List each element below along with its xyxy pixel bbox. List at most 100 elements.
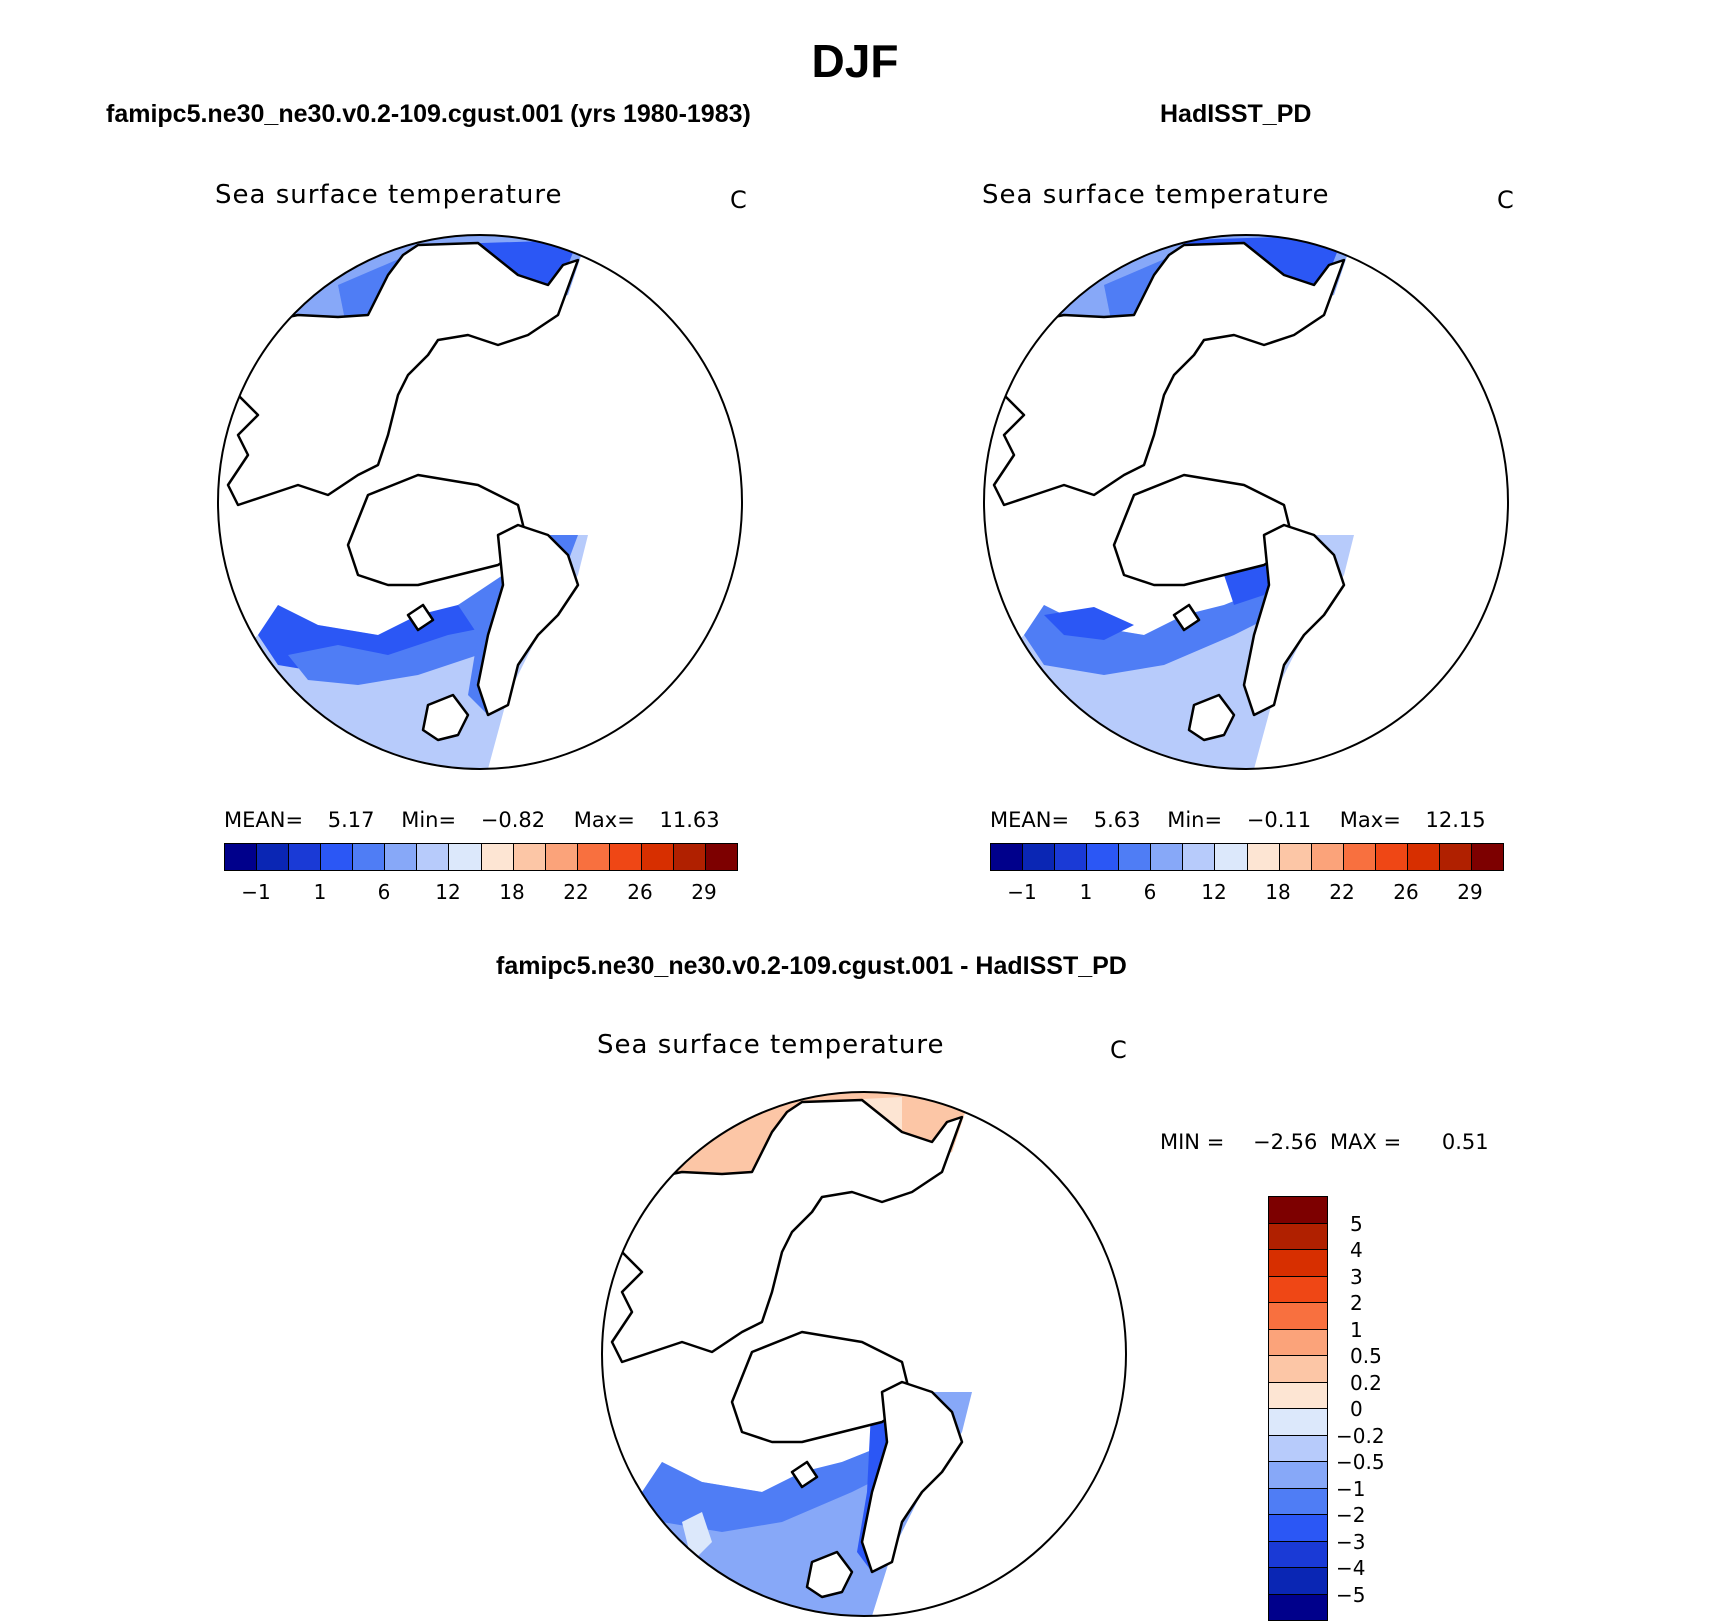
colorbar-swatch bbox=[1269, 1356, 1327, 1383]
panel2-max-label: Max= bbox=[1339, 808, 1401, 832]
colorbar-swatch bbox=[1269, 1303, 1327, 1330]
colorbar-tick-label: −0.2 bbox=[1336, 1423, 1385, 1448]
panel2-var-title: Sea surface temperature bbox=[982, 180, 1330, 210]
panel1-max-label: Max= bbox=[573, 808, 635, 832]
colorbar-swatch bbox=[1269, 1541, 1327, 1568]
colorbar-swatch bbox=[353, 844, 386, 870]
panel2-min-value: −0.11 bbox=[1246, 808, 1312, 832]
colorbar-swatch bbox=[385, 844, 418, 870]
colorbar-swatch bbox=[1279, 844, 1312, 870]
colorbar-tick-label: −1 bbox=[241, 880, 271, 904]
colorbar-tick-label: 29 bbox=[691, 880, 717, 904]
colorbar-swatch bbox=[1311, 844, 1344, 870]
panel1-mean-value: 5.17 bbox=[327, 808, 375, 832]
panel1-stats: MEAN= 5.17 Min= −0.82 Max= 11.63 bbox=[224, 808, 720, 832]
colorbar-swatch bbox=[1269, 1488, 1327, 1515]
panel1-unit: C bbox=[730, 186, 747, 214]
colorbar-tick-label: 2 bbox=[1350, 1291, 1363, 1315]
colorbar-swatch bbox=[609, 844, 642, 870]
colorbar-swatch bbox=[1269, 1197, 1327, 1224]
panel1-colorbar-ticks: −1 1 6 12 18 22 26 29 bbox=[224, 880, 736, 906]
colorbar-tick-label: −0.5 bbox=[1336, 1450, 1385, 1474]
colorbar-swatch bbox=[1269, 1223, 1327, 1250]
colorbar-swatch bbox=[513, 844, 546, 870]
panel1-min-label: Min= bbox=[401, 808, 457, 832]
colorbar-tick-label: 26 bbox=[627, 880, 653, 904]
colorbar-swatch bbox=[1343, 844, 1376, 870]
panel2-min-label: Min= bbox=[1167, 808, 1223, 832]
colorbar-tick-label: −4 bbox=[1336, 1556, 1366, 1580]
diff-polar-map bbox=[601, 1091, 1127, 1617]
colorbar-tick-label: 0.5 bbox=[1350, 1344, 1382, 1368]
colorbar-swatch bbox=[1151, 844, 1184, 870]
panel2-mean-label: MEAN= bbox=[990, 808, 1070, 832]
diff-var-title: Sea surface temperature bbox=[597, 1030, 945, 1060]
colorbar-tick-label: 18 bbox=[1265, 880, 1291, 904]
colorbar-tick-label: 22 bbox=[563, 880, 589, 904]
colorbar-swatch bbox=[1439, 844, 1472, 870]
colorbar-tick-label: 12 bbox=[435, 880, 461, 904]
colorbar-swatch bbox=[1269, 1382, 1327, 1409]
colorbar-swatch bbox=[1215, 844, 1248, 870]
colorbar-swatch bbox=[321, 844, 354, 870]
colorbar-swatch bbox=[991, 844, 1024, 870]
diff-min-value: −2.56 bbox=[1252, 1130, 1318, 1154]
colorbar-swatch bbox=[257, 844, 290, 870]
colorbar-swatch bbox=[1247, 844, 1280, 870]
colorbar-swatch bbox=[1269, 1435, 1327, 1462]
diff-unit: C bbox=[1110, 1036, 1127, 1064]
diff-stats: MIN = −2.56 MAX = 0.51 bbox=[1160, 1130, 1489, 1154]
colorbar-swatch bbox=[545, 844, 578, 870]
colorbar-tick-label: 22 bbox=[1329, 880, 1355, 904]
colorbar-tick-label: −2 bbox=[1336, 1503, 1366, 1527]
colorbar-tick-label: −1 bbox=[1336, 1476, 1366, 1501]
colorbar-swatch bbox=[417, 844, 450, 870]
colorbar-swatch bbox=[577, 844, 610, 870]
colorbar-swatch bbox=[1269, 1462, 1327, 1489]
panel1-case-title: famipc5.ne30_ne30.v0.2-109.cgust.001 (yr… bbox=[106, 100, 751, 128]
page-title: DJF bbox=[811, 35, 899, 87]
panel2-colorbar-ticks: −1 1 6 12 18 22 26 29 bbox=[990, 880, 1502, 906]
diff-max-value: 0.51 bbox=[1441, 1130, 1489, 1154]
diff-colorbar-ticks: 5 4 3 2 1 0.5 0.2 0 −0.2 −0.5 −1 −2 −3 −4 −5 bbox=[1336, 1196, 1426, 1607]
colorbar-tick-label: −3 bbox=[1336, 1529, 1366, 1554]
colorbar-swatch bbox=[1269, 1276, 1327, 1303]
colorbar-swatch bbox=[225, 844, 258, 870]
colorbar-tick-label: 12 bbox=[1201, 880, 1227, 904]
colorbar-swatch bbox=[1269, 1594, 1327, 1620]
diff-min-label: MIN = bbox=[1160, 1130, 1225, 1154]
panel1-max-value: 11.63 bbox=[659, 808, 720, 832]
colorbar-tick-label: 6 bbox=[1143, 880, 1157, 904]
colorbar-swatch bbox=[1087, 844, 1120, 870]
panel2-polar-map bbox=[983, 234, 1509, 770]
colorbar-tick-label: 29 bbox=[1457, 880, 1483, 904]
panel2-max-value: 12.15 bbox=[1425, 808, 1486, 832]
colorbar-tick-label: 1 bbox=[1350, 1317, 1363, 1342]
colorbar-tick-label: 18 bbox=[499, 880, 525, 904]
panel2-mean-value: 5.63 bbox=[1093, 808, 1141, 832]
colorbar-tick-label: 1 bbox=[1079, 880, 1093, 904]
colorbar-swatch bbox=[1375, 844, 1408, 870]
colorbar-swatch bbox=[641, 844, 674, 870]
colorbar-tick-label: 3 bbox=[1350, 1264, 1363, 1289]
panel2-case-title: HadISST_PD bbox=[1160, 100, 1312, 128]
diff-max-label: MAX = bbox=[1330, 1130, 1402, 1154]
colorbar-swatch bbox=[1055, 844, 1088, 870]
colorbar-tick-label: 4 bbox=[1350, 1238, 1363, 1262]
colorbar-swatch bbox=[1471, 844, 1503, 870]
colorbar-tick-label: 6 bbox=[377, 880, 391, 904]
colorbar-swatch bbox=[1269, 1515, 1327, 1542]
colorbar-swatch bbox=[1119, 844, 1152, 870]
panel1-polar-map bbox=[217, 234, 743, 770]
colorbar-tick-label: 1 bbox=[313, 880, 327, 904]
colorbar-tick-label: 0 bbox=[1350, 1397, 1363, 1421]
colorbar-swatch bbox=[673, 844, 706, 870]
colorbar-tick-label: 26 bbox=[1393, 880, 1419, 904]
panel2-colorbar bbox=[990, 843, 1504, 871]
panel2-unit: C bbox=[1497, 186, 1514, 214]
colorbar-swatch bbox=[1023, 844, 1056, 870]
diff-colorbar bbox=[1268, 1196, 1328, 1621]
colorbar-tick-label: −1 bbox=[1007, 880, 1037, 904]
panel1-mean-label: MEAN= bbox=[224, 808, 304, 832]
colorbar-swatch bbox=[1269, 1409, 1327, 1436]
